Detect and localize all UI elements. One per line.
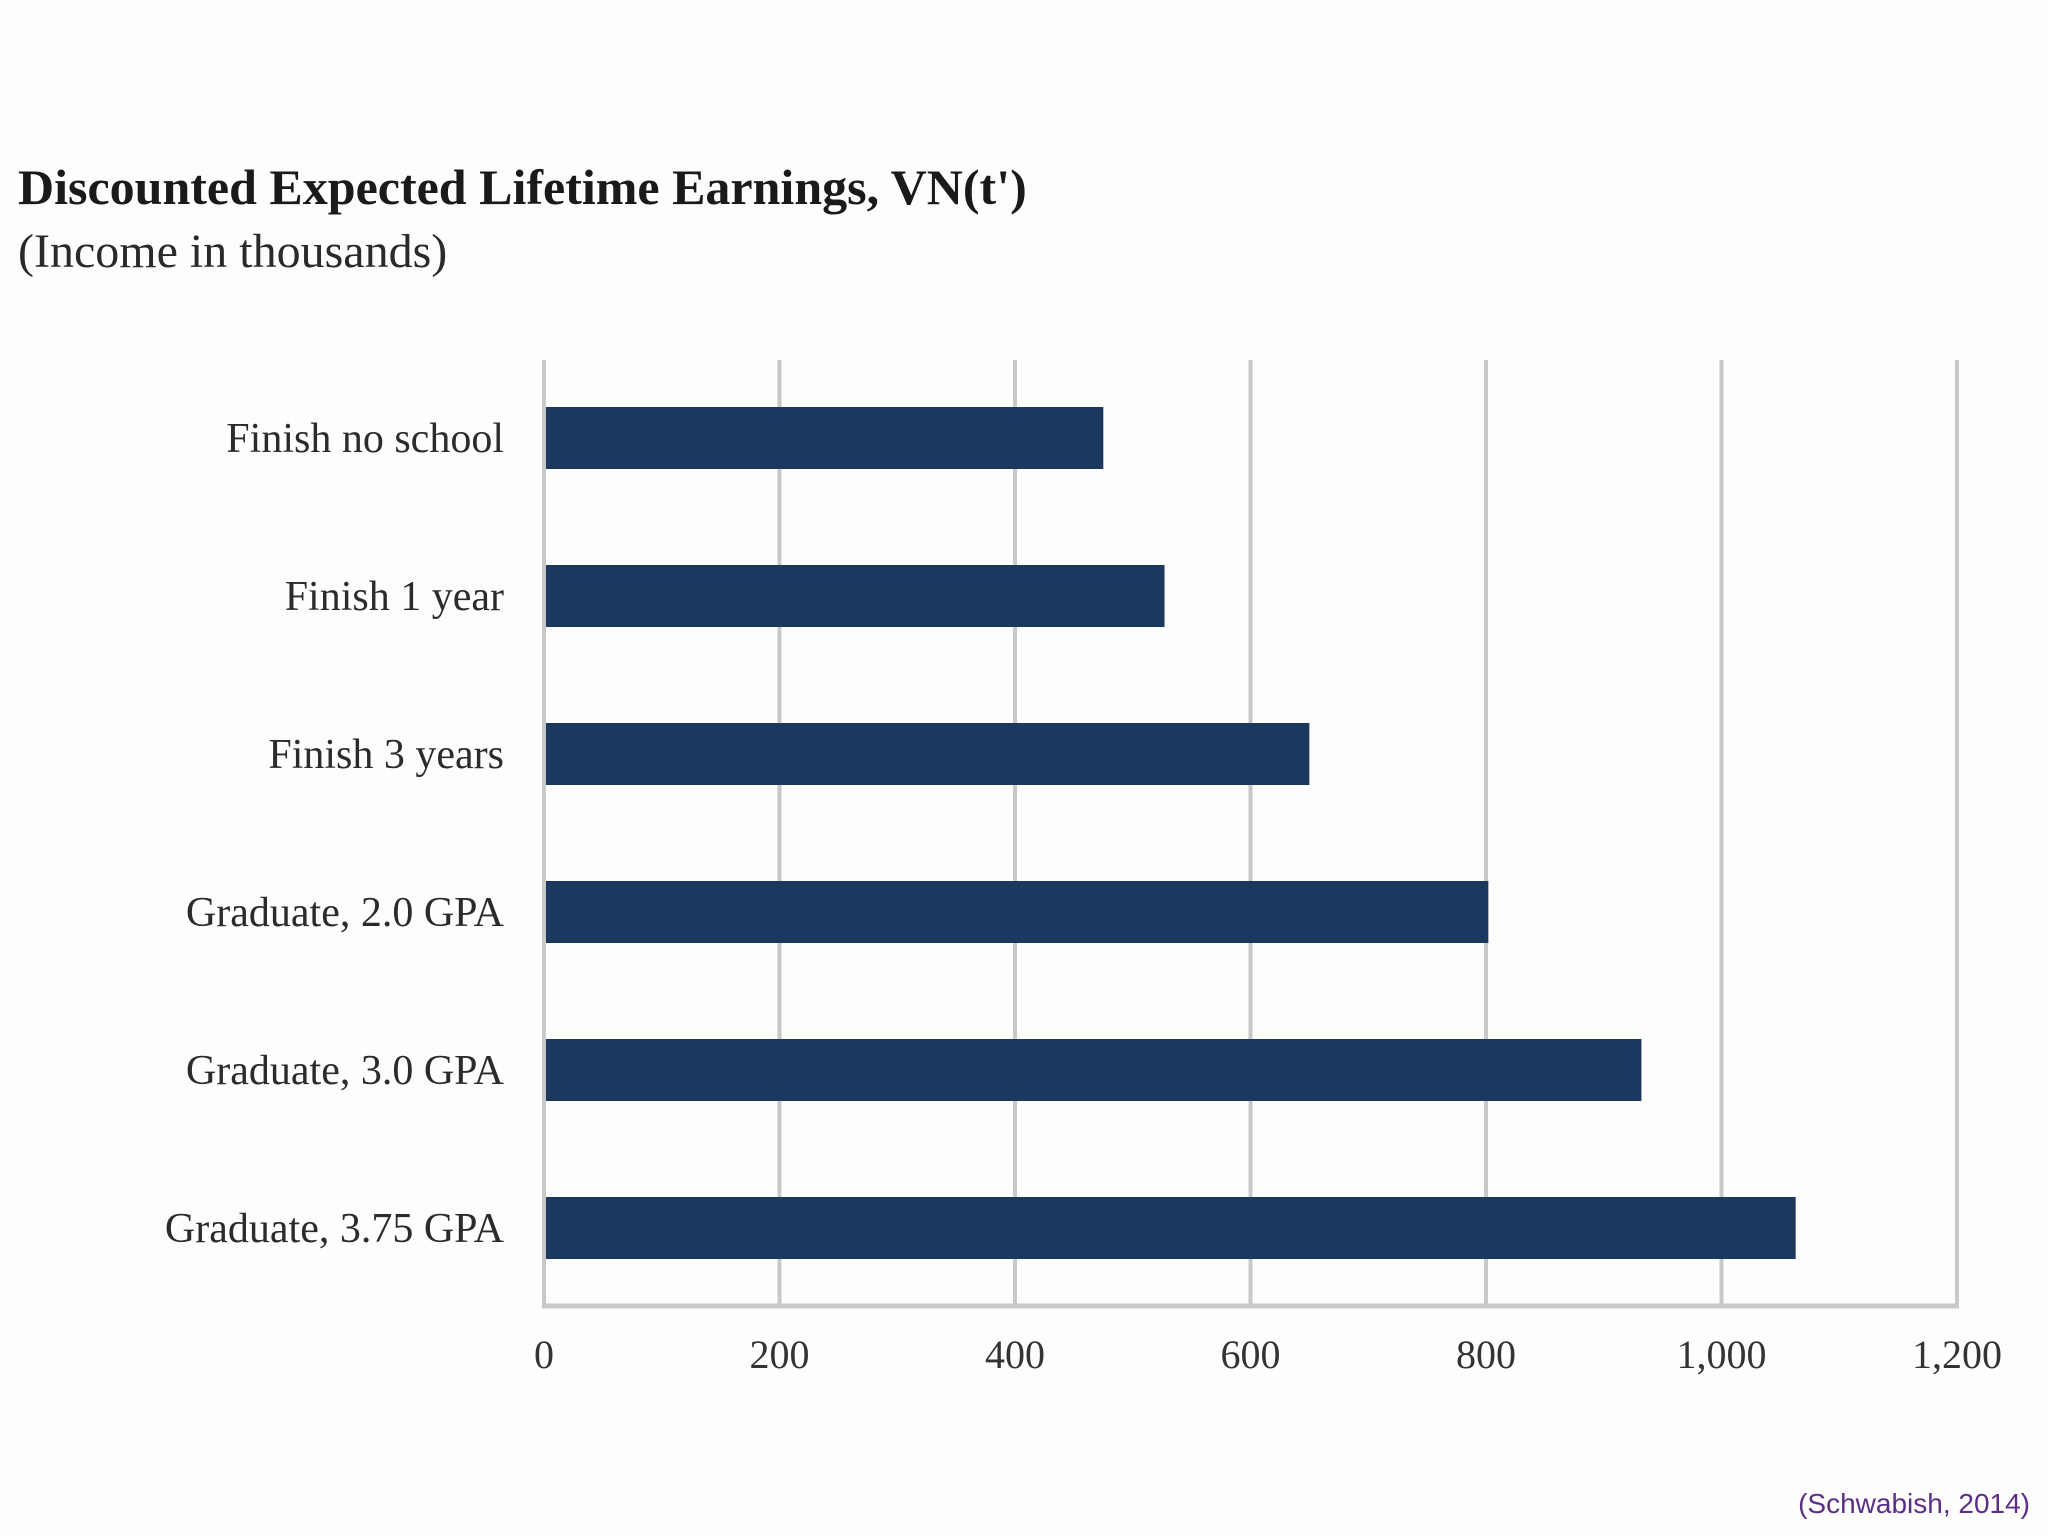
gridlines (542, 360, 1959, 1306)
bar-5 (546, 1039, 1642, 1101)
category-label: Graduate, 3.0 GPA (186, 1048, 505, 1094)
bar-2 (546, 565, 1165, 627)
category-labels: Finish no school Finish 1 year Finish 3 ye… (165, 416, 505, 1252)
bar-1 (546, 407, 1104, 469)
source-citation: (Schwabish, 2014) (1798, 1488, 2030, 1519)
bar-6 (546, 1197, 1796, 1259)
x-tick-label: 400 (985, 1332, 1045, 1377)
chart-title: Discounted Expected Lifetime Earnings, V… (18, 159, 1027, 215)
bar-4 (546, 881, 1489, 943)
x-tick-label: 1,200 (1912, 1332, 2002, 1377)
x-tick-label: 800 (1456, 1332, 1516, 1377)
x-tick-label: 600 (1221, 1332, 1281, 1377)
category-label: Finish 3 years (268, 732, 504, 778)
x-tick-label: 200 (750, 1332, 810, 1377)
category-label: Graduate, 3.75 GPA (165, 1206, 505, 1252)
x-tick-label: 1,000 (1677, 1332, 1767, 1377)
category-label: Finish 1 year (285, 574, 504, 620)
x-tick-label: 0 (534, 1332, 554, 1377)
bars (546, 407, 1796, 1259)
x-tick-labels: 0 200 400 600 800 1,000 1,200 (534, 1332, 2002, 1377)
chart-subtitle: (Income in thousands) (18, 225, 448, 278)
category-label: Finish no school (226, 416, 504, 462)
bar-3 (546, 723, 1310, 785)
category-label: Graduate, 2.0 GPA (186, 890, 505, 936)
